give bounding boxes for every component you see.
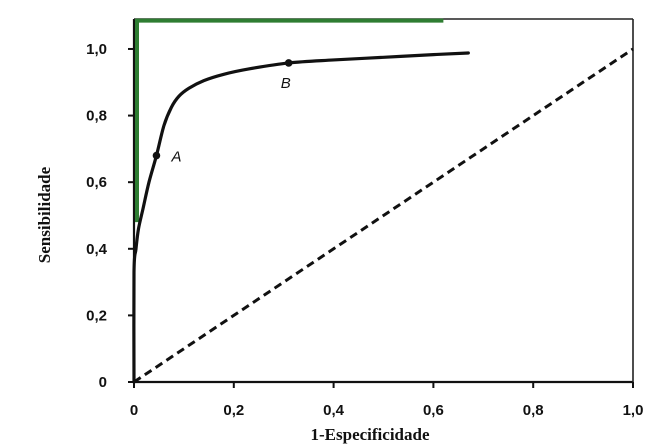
y-tick-label: 1,0 <box>86 41 107 58</box>
series-layer <box>132 47 634 384</box>
roc-curve-line <box>132 51 470 384</box>
y-tick-label: 0,2 <box>86 307 107 324</box>
y-tick-label: 0,6 <box>86 174 107 191</box>
point-marker-a <box>152 151 161 160</box>
y-axis-title: Sensibilidade <box>35 166 54 263</box>
reference-diagonal-line <box>133 47 634 384</box>
x-tick-label: 0,2 <box>223 402 244 419</box>
plot-frame <box>132 18 634 384</box>
highlight-layer <box>134 18 444 223</box>
highlight-line <box>134 18 444 223</box>
tick-layer: 0 0,2 0,4 0,6 0,8 1,0 0 0,2 0,4 0,6 0,8 1,0 <box>86 41 643 419</box>
annotation-layer: AB <box>152 59 293 166</box>
x-axis-title: 1-Especificidade <box>311 425 430 444</box>
x-tick-label: 0 <box>130 402 138 419</box>
x-tick-label: 0,4 <box>323 402 345 419</box>
point-label-a: A <box>170 149 181 166</box>
point-label-b: B <box>281 75 291 92</box>
point-marker-b <box>284 59 293 67</box>
x-tick-label: 0,6 <box>423 402 444 419</box>
y-tick-label: 0,4 <box>86 241 108 258</box>
x-tick-label: 1,0 <box>623 402 644 419</box>
x-tick-label: 0,8 <box>523 402 544 419</box>
y-tick-label: 0,8 <box>86 108 107 125</box>
y-tick-label: 0 <box>99 374 107 391</box>
